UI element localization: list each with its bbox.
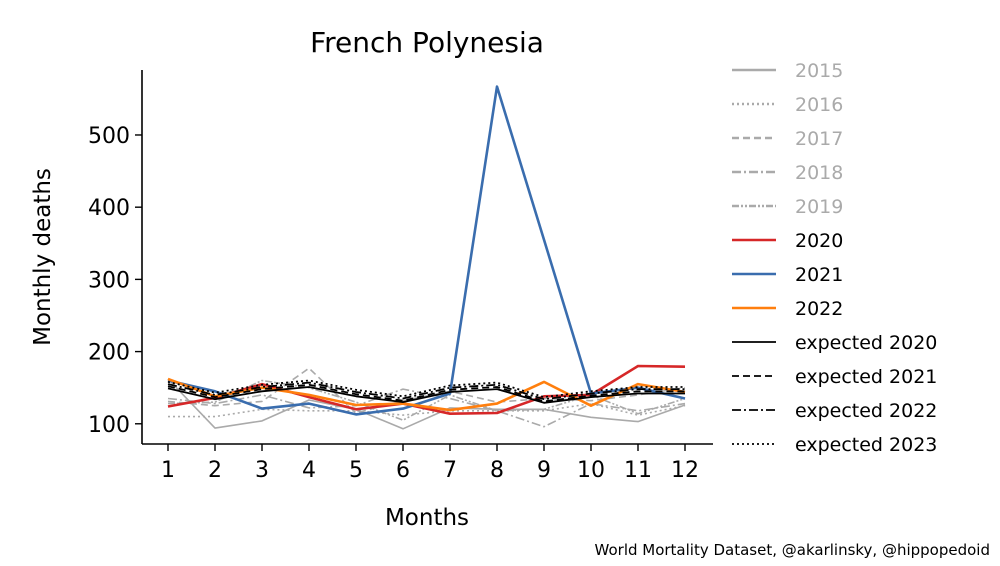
legend-item-2022: 2022 — [732, 298, 843, 320]
legend-label: 2021 — [795, 264, 843, 286]
legend-item-expected-2020: expected 2020 — [732, 332, 937, 354]
x-tick-label: 3 — [255, 458, 269, 483]
legend-label: 2017 — [795, 128, 843, 150]
series-line-expected-2020 — [167, 386, 685, 404]
legend-label: expected 2021 — [795, 366, 937, 388]
x-tick-label: 7 — [443, 458, 457, 483]
series-line-expected-2022 — [167, 381, 685, 401]
series-line-2018 — [167, 388, 686, 428]
x-tick-label: 10 — [577, 458, 605, 483]
series-line-2016 — [168, 402, 686, 418]
legend-item-expected-2022: expected 2022 — [732, 400, 937, 422]
legend-item-2017: 2017 — [732, 128, 843, 150]
legend-item-expected-2023: expected 2023 — [732, 434, 937, 456]
y-tick-label: 300 — [88, 268, 130, 293]
legend-item-2019: 2019 — [732, 196, 843, 218]
x-tick-label: 11 — [624, 458, 652, 483]
series-line-2020 — [167, 364, 686, 416]
y-axis-label: Monthly deaths — [30, 168, 56, 346]
y-tick-label: 200 — [88, 341, 130, 366]
x-tick-label: 6 — [396, 458, 410, 483]
series-line-2021 — [167, 85, 686, 416]
legend-label: expected 2022 — [795, 400, 937, 422]
legend-label: 2022 — [795, 298, 843, 320]
legend-item-2015: 2015 — [732, 60, 843, 82]
legend-label: expected 2020 — [795, 332, 937, 354]
legend-label: 2016 — [795, 94, 843, 116]
x-tick-label: 12 — [671, 458, 699, 483]
series-line-2015 — [167, 378, 686, 430]
legend-label: 2018 — [795, 162, 843, 184]
x-tick-label: 2 — [208, 458, 222, 483]
y-tick-label: 500 — [88, 124, 130, 149]
series-line-2017 — [167, 367, 686, 414]
legend-label: 2015 — [795, 60, 843, 82]
legend-label: 2020 — [795, 230, 843, 252]
legend-item-2018: 2018 — [732, 162, 843, 184]
legend: 2015 2016 2017 2018 2019 2020 2021 2022 expected… — [732, 60, 937, 456]
x-tick-label: 4 — [302, 458, 316, 483]
x-tick-label: 1 — [161, 458, 175, 483]
credit-text: World Mortality Dataset, @akarlinsky, @h… — [595, 541, 990, 559]
legend-label: expected 2023 — [795, 434, 937, 456]
legend-item-2016: 2016 — [732, 94, 843, 116]
chart-title: French Polynesia — [310, 26, 544, 59]
x-axis-label: Months — [385, 505, 469, 531]
legend-item-2020: 2020 — [732, 230, 843, 252]
legend-item-expected-2021: expected 2021 — [732, 366, 937, 388]
x-tick-label: 5 — [349, 458, 363, 483]
x-tick-label: 8 — [490, 458, 504, 483]
x-tick-label: 9 — [537, 458, 551, 483]
legend-item-2021: 2021 — [732, 264, 843, 286]
y-tick-label: 400 — [88, 196, 130, 221]
legend-label: 2019 — [795, 196, 843, 218]
plot-area — [167, 85, 686, 430]
y-tick-label: 100 — [88, 413, 130, 438]
